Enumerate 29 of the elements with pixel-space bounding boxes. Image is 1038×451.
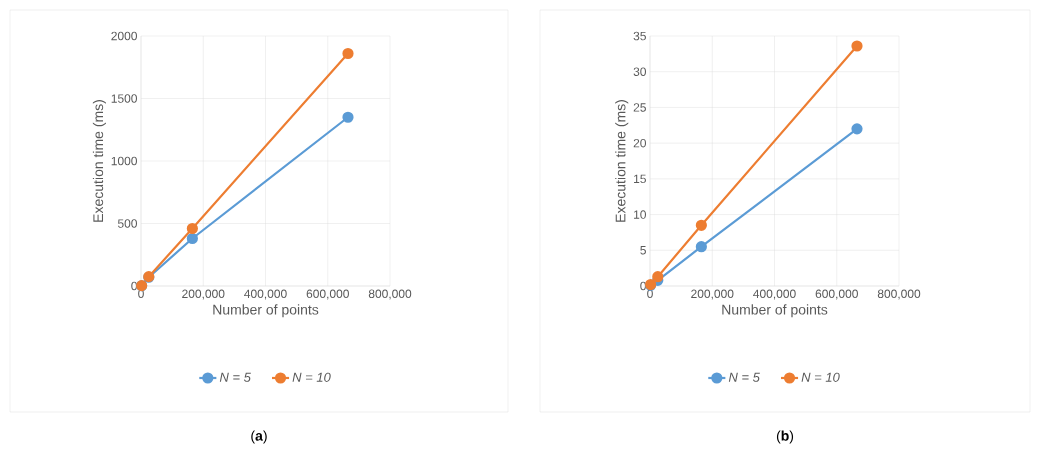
x-tick-label: 600,000 (815, 289, 858, 300)
x-tick-label: 800,000 (877, 289, 921, 300)
x-tick-label: 800,000 (368, 289, 412, 300)
y-axis-title: Execution time (ms) (615, 100, 629, 222)
x-axis-title: Number of points (213, 304, 319, 318)
legend-label: N = 5 (219, 372, 251, 382)
x-tick-label: 400,000 (244, 289, 287, 300)
y-tick-label: 1500 (111, 94, 137, 103)
y-tick-label: 20 (633, 138, 647, 148)
legend-label: N = 10 (801, 372, 840, 382)
y-tick-label: 25 (633, 103, 646, 112)
text: (a) (251, 430, 267, 444)
x-tick-label: 600,000 (306, 289, 349, 300)
x-tick-label: 200,000 (691, 289, 734, 300)
legend-label: N = 10 (292, 372, 331, 382)
y-tick-label: 2000 (111, 31, 137, 41)
x-axis-title: Number of points (722, 304, 828, 318)
x-tick-label: 200,000 (182, 289, 225, 300)
y-tick-label: 30 (633, 67, 647, 76)
y-tick-label: 5 (640, 246, 646, 255)
y-tick-label: 15 (634, 174, 646, 184)
legend-label: N = 5 (728, 372, 760, 382)
y-tick-label: 1000 (111, 156, 137, 166)
y-tick-label: 500 (117, 219, 138, 228)
text: (b) (776, 430, 794, 444)
x-tick-label: 400,000 (753, 289, 796, 300)
y-axis-title: Execution time (ms) (92, 100, 106, 222)
y-tick-label: 10 (634, 210, 647, 219)
y-tick-label: 35 (633, 31, 646, 41)
